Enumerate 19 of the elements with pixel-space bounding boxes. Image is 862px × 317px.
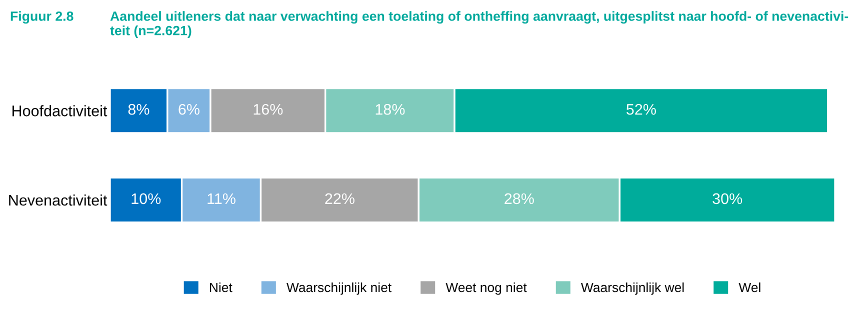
data-label: 18% [376,104,405,115]
data-label: 10% [132,193,161,204]
y-tick-label: Hoofdactiviteit [12,105,108,116]
data-label: 6% [178,104,200,115]
data-label: 11% [208,193,236,204]
chart-title: Aandeel uitleners dat naar verwachting een toelating of ontheffing aanvraagt, uitgesplitst naar hoofd- of nevenactivi- teit (n=2.621) [110,11,848,38]
legend-label: Waarschijnlijk niet [286,282,392,295]
y-tick-label: Nevenactiviteit [9,194,108,206]
data-label: 52% [626,104,656,115]
data-label: 16% [254,104,283,115]
data-label: 28% [504,193,534,204]
text: Figuur 2.8 [10,11,74,24]
data-label: 8% [128,104,150,115]
data-label: 30% [712,193,742,204]
legend-label: Weet nog niet [446,282,527,295]
legend-label: Waarschijnlijk wel [581,282,684,295]
data-label: 22% [325,193,354,204]
legend-label: Wel [738,282,760,292]
legend-label: Niet [210,282,232,292]
